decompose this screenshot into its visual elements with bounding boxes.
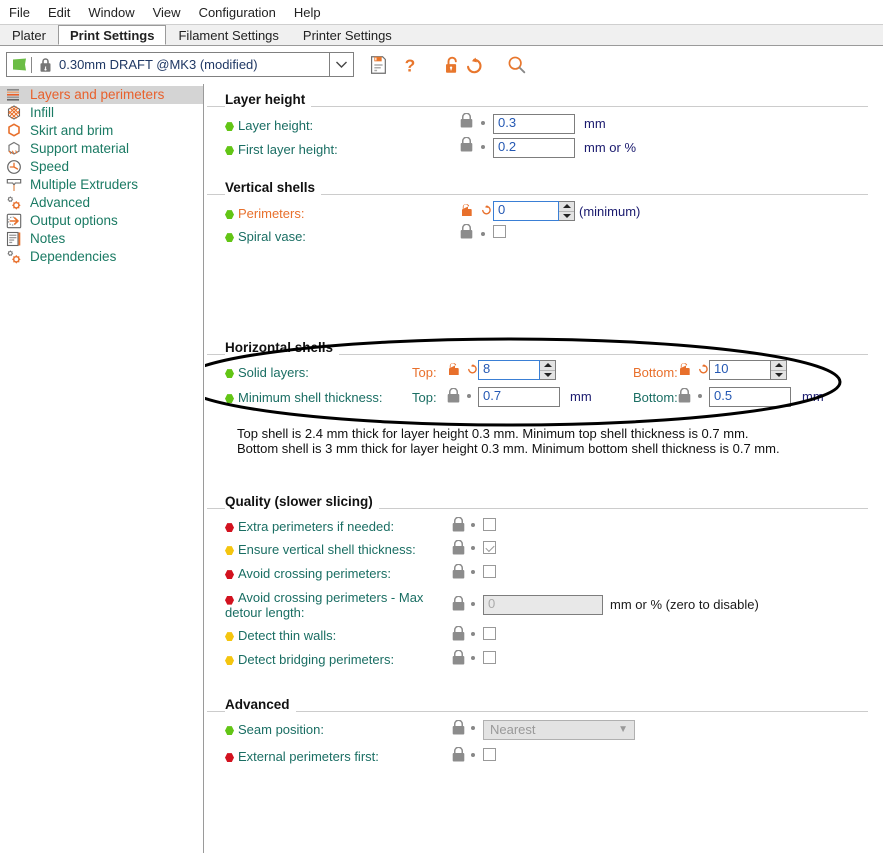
svg-text:?: ?	[405, 55, 416, 75]
